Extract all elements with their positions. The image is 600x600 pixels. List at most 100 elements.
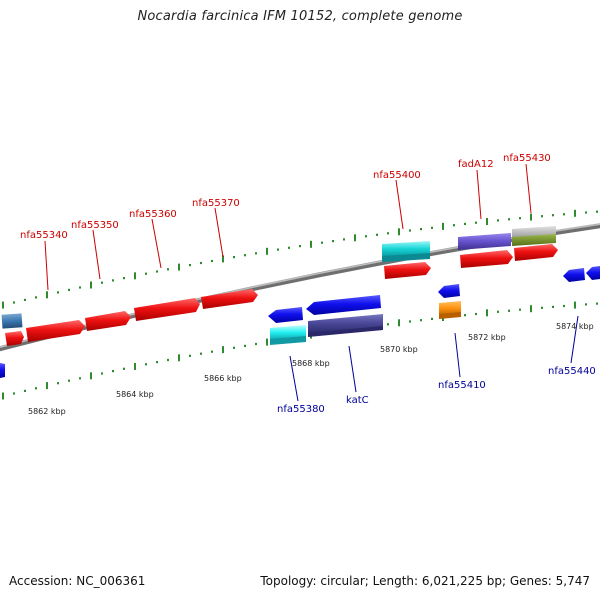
upper-track-minor-tick xyxy=(189,264,191,267)
feature-orange-nfa55410[interactable] xyxy=(439,301,461,315)
upper-track-major-tick xyxy=(442,222,444,230)
upper-track-minor-tick xyxy=(101,281,103,284)
upper-track-minor-tick xyxy=(112,279,114,282)
lower-track-minor-tick xyxy=(35,387,37,390)
upper-track-major-tick xyxy=(90,281,92,289)
upper-track-minor-tick xyxy=(464,222,466,225)
label-fadA12[interactable]: fadA12 xyxy=(458,159,494,170)
genome-summary-text: Topology: circular; Length: 6,021,225 bp… xyxy=(260,574,590,588)
upper-track-minor-tick xyxy=(244,254,246,257)
upper-track-major-tick xyxy=(2,301,4,309)
upper-track-minor-tick xyxy=(343,238,345,241)
upper-track-minor-tick xyxy=(200,261,202,265)
lower-track-minor-tick xyxy=(475,312,477,316)
gene-glyph-katC[interactable] xyxy=(306,295,381,315)
gene-glyph-left-edge-blue[interactable] xyxy=(0,363,5,378)
reverse-features xyxy=(270,301,461,345)
lower-track-major-tick xyxy=(90,372,92,380)
upper-track-minor-tick xyxy=(563,213,565,216)
gene-glyph-nfa55370[interactable] xyxy=(201,289,258,309)
lower-track-major-tick xyxy=(2,392,4,400)
feature-olive-nfa55430[interactable] xyxy=(512,234,556,246)
leader-line-nfa55380 xyxy=(289,355,299,402)
upper-track-minor-tick xyxy=(519,217,521,220)
lower-track-major-tick xyxy=(574,301,576,309)
label-nfa55370[interactable]: nfa55370 xyxy=(192,198,240,209)
upper-track-major-tick xyxy=(354,234,356,242)
upper-track-minor-tick xyxy=(332,240,334,243)
gene-glyph-nfa55400[interactable] xyxy=(384,262,431,279)
upper-track-minor-tick xyxy=(233,256,235,259)
lower-track-minor-tick xyxy=(431,317,433,320)
upper-track-major-tick xyxy=(134,272,136,280)
scale-label-5862: 5862 kbp xyxy=(28,407,66,416)
lower-track-major-tick xyxy=(398,319,400,327)
lower-track-minor-tick xyxy=(167,358,169,362)
label-nfa55360[interactable]: nfa55360 xyxy=(129,209,177,220)
upper-track-minor-tick xyxy=(365,235,367,238)
upper-track-minor-tick xyxy=(288,246,290,249)
lower-track-major-tick xyxy=(46,382,48,390)
lower-track-minor-tick xyxy=(200,352,202,355)
leader-line-nfa55440 xyxy=(570,315,579,364)
lower-track-minor-tick xyxy=(112,370,114,373)
feature-slate-katC[interactable] xyxy=(308,314,383,334)
forward-genes xyxy=(5,244,558,346)
upper-track-major-tick xyxy=(574,209,576,217)
leader-line-nfa55410 xyxy=(454,332,461,378)
label-nfa55410[interactable]: nfa55410 xyxy=(438,380,486,391)
lower-track-minor-tick xyxy=(508,309,510,312)
leader-line-nfa55370 xyxy=(214,207,224,258)
upper-track-minor-tick xyxy=(321,241,323,244)
gene-glyph-fadA12[interactable] xyxy=(460,250,513,268)
gene-glyph-nfa55380[interactable] xyxy=(268,307,303,323)
feature-purple-fadA12[interactable] xyxy=(458,233,511,250)
lower-track-major-tick xyxy=(530,305,532,313)
upper-track-minor-tick xyxy=(420,228,422,231)
label-nfa55350[interactable]: nfa55350 xyxy=(71,220,119,231)
gene-glyph-right-edge-blue[interactable] xyxy=(586,266,600,280)
scale-labels: 5862 kbp 5864 kbp 5866 kbp 5868 kbp 5870… xyxy=(28,322,594,416)
lower-track-minor-tick xyxy=(79,377,81,380)
lower-track-minor-tick xyxy=(101,372,103,375)
gene-glyph-left-edge-red[interactable] xyxy=(5,331,24,346)
upper-track-minor-tick xyxy=(431,226,433,229)
upper-track-minor-tick xyxy=(79,286,81,289)
label-nfa55430[interactable]: nfa55430 xyxy=(503,153,551,164)
upper-track-major-tick xyxy=(178,263,180,271)
forward-features xyxy=(1,226,556,329)
map-title: Nocardia farcinica IFM 10152, complete g… xyxy=(137,9,463,24)
gene-glyph-nfa55350[interactable] xyxy=(85,311,131,331)
label-nfa55400[interactable]: nfa55400 xyxy=(373,170,421,181)
upper-track-minor-tick xyxy=(475,221,477,224)
upper-track-minor-tick xyxy=(376,233,378,236)
gene-glyph-nfa55430[interactable] xyxy=(514,244,558,261)
lower-track-minor-tick xyxy=(563,304,565,308)
label-nfa55380[interactable]: nfa55380 xyxy=(277,404,325,415)
upper-track-minor-tick xyxy=(35,296,37,299)
leader-line-fadA12 xyxy=(476,169,482,220)
label-nfa55340[interactable]: nfa55340 xyxy=(20,230,68,241)
gene-glyph-nfa55360[interactable] xyxy=(134,298,200,321)
lower-track-minor-tick xyxy=(519,308,521,311)
lower-track-minor-tick xyxy=(233,346,235,349)
upper-track-minor-tick xyxy=(299,245,301,248)
gene-glyph-nfa55410[interactable] xyxy=(438,284,460,298)
feature-left-edge-steel[interactable] xyxy=(1,313,23,329)
upper-track-minor-tick xyxy=(211,259,213,263)
feature-orange-nfa55410-shadow xyxy=(439,312,461,319)
gene-glyph-nfa55440[interactable] xyxy=(563,268,585,282)
lower-track-minor-tick xyxy=(123,367,125,370)
upper-track-minor-tick xyxy=(68,288,70,291)
label-katC[interactable]: katC xyxy=(346,395,369,406)
label-nfa55440[interactable]: nfa55440 xyxy=(548,366,596,377)
upper-track-minor-tick xyxy=(387,232,389,235)
upper-track-major-tick xyxy=(46,291,48,299)
feature-cyan-nfa55380[interactable] xyxy=(270,325,306,340)
upper-track-minor-tick xyxy=(508,218,510,221)
gene-glyph-nfa55340[interactable] xyxy=(26,320,85,342)
upper-track-minor-tick xyxy=(409,229,411,232)
lower-track-minor-tick xyxy=(211,350,213,353)
